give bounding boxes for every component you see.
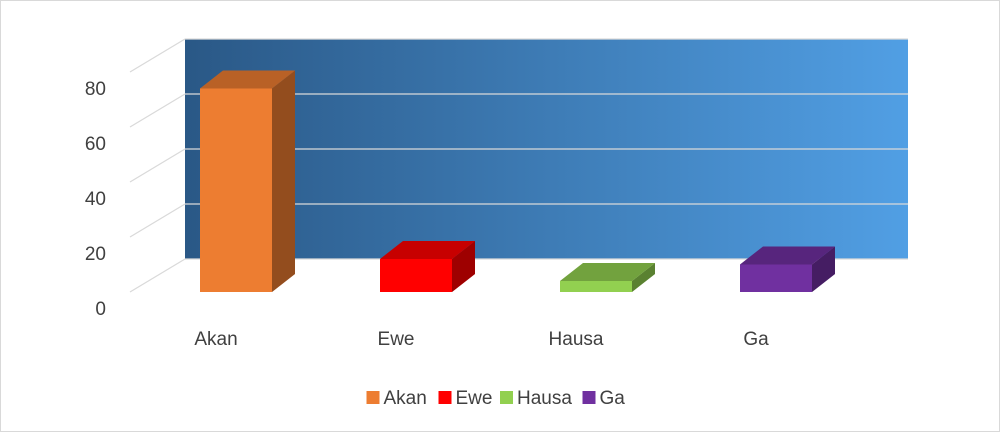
bar-face — [812, 246, 835, 292]
x-tick-label: Ewe — [378, 329, 415, 350]
bar-face — [452, 241, 475, 292]
y-tick-label: 0 — [95, 299, 106, 320]
legend-swatch — [582, 391, 596, 404]
grid-line — [129, 258, 186, 293]
bar-face — [740, 264, 812, 292]
bar-face — [200, 70, 295, 89]
bar-face — [740, 246, 835, 265]
grid-line — [129, 93, 186, 128]
y-tick-label: 80 — [85, 79, 106, 100]
bar-face — [380, 259, 452, 292]
x-tick-label: Hausa — [549, 329, 604, 350]
legend-label: Hausa — [517, 388, 572, 409]
grid-line — [129, 148, 186, 183]
y-tick-label: 60 — [85, 134, 106, 155]
bar-face — [200, 88, 272, 292]
legend-label: Ewe — [456, 388, 493, 409]
bar — [560, 263, 655, 292]
bar-face — [380, 241, 475, 259]
bar-face — [272, 70, 295, 292]
bar-face — [272, 70, 295, 292]
legend-swatch — [366, 391, 380, 404]
bar-face — [740, 246, 835, 265]
y-tick-label: 20 — [85, 244, 106, 265]
bar-face — [452, 241, 475, 292]
bar-face — [380, 241, 475, 259]
bar — [380, 241, 475, 292]
legend-swatch — [500, 391, 513, 404]
bar-face — [632, 263, 655, 292]
bar-face — [560, 263, 655, 281]
bar-face — [560, 263, 655, 281]
bar-face — [632, 263, 655, 292]
legend-swatch — [438, 391, 452, 404]
bar-face — [560, 281, 632, 292]
legend-label: Akan — [384, 388, 427, 409]
bar-face — [812, 246, 835, 292]
grid-line — [129, 203, 186, 238]
bar — [740, 246, 835, 292]
legend-label: Ga — [600, 388, 626, 409]
x-tick-label: Ga — [743, 329, 769, 350]
y-tick-label: 40 — [85, 189, 106, 210]
grid-line — [129, 38, 186, 73]
bar — [200, 70, 295, 292]
bar-face — [200, 70, 295, 89]
x-tick-label: Akan — [194, 329, 237, 350]
